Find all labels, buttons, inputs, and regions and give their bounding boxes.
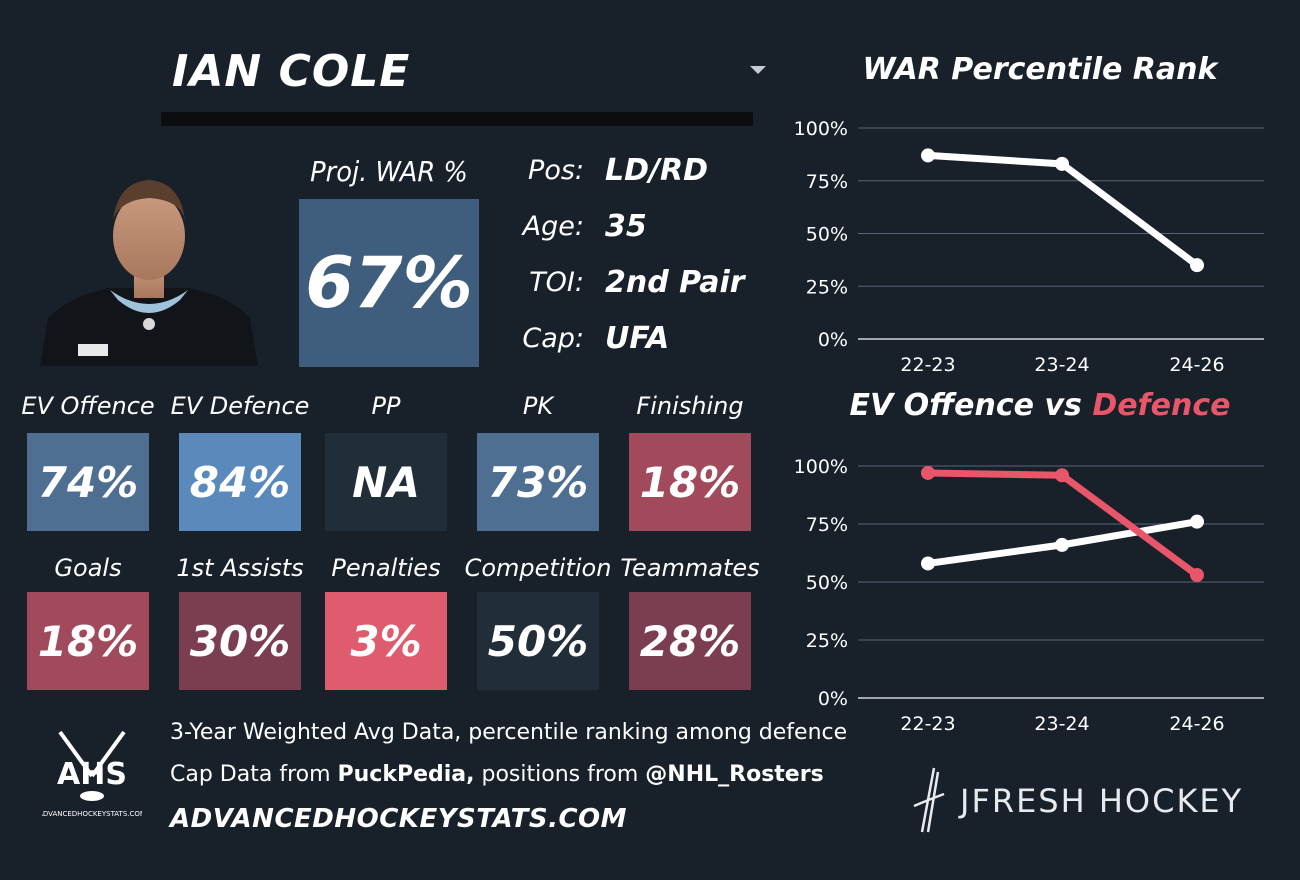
ahs-logo-subtext: ADVANCEDHOCKEYSTATS.COM — [42, 810, 142, 818]
stat-value-goals: 18% — [27, 592, 149, 690]
credits-prefix: Cap Data from — [170, 762, 338, 787]
stat-value-pp: NA — [325, 433, 447, 531]
war-chart-title: WAR Percentile Rank — [862, 52, 1218, 87]
y-tick-label: 75% — [806, 514, 848, 536]
data-point — [1190, 568, 1204, 583]
series-line-0 — [927, 151, 1200, 268]
y-tick-label: 100% — [794, 456, 848, 478]
ahs-logo-text: AHS — [57, 757, 127, 792]
data-point — [1055, 537, 1069, 552]
stat-label-1st-assists: 1st Assists — [176, 554, 304, 582]
name-underline-bar — [161, 112, 753, 126]
war-percentile-chart: 0% 25% 50% 75% 100% 22-23 23-24 24-26 — [794, 118, 1264, 376]
brand-wordmark: JFRESH HOCKEY — [960, 782, 1244, 820]
player-headshot — [40, 180, 258, 366]
y-tick-label: 25% — [806, 630, 848, 652]
data-point — [921, 556, 935, 571]
position-value: LD/RD — [605, 153, 708, 188]
site-link[interactable]: ADVANCEDHOCKEYSTATS.COM — [170, 804, 628, 834]
position-label: Pos: — [528, 155, 584, 186]
x-tick-label: 24-26 — [1169, 713, 1224, 735]
ev-chart-title: EV Offence vs Defence — [780, 388, 1300, 423]
data-point — [1190, 258, 1204, 273]
data-point — [921, 148, 935, 163]
stat-label-pk: PK — [522, 392, 554, 420]
toi-label: TOI: — [529, 267, 584, 298]
credits-handle[interactable]: @NHL_Rosters — [645, 762, 824, 787]
ev-chart-title-offence: EV Offence vs — [849, 388, 1093, 423]
y-tick-label: 100% — [794, 118, 848, 140]
data-point — [1055, 468, 1069, 483]
player-name: IAN COLE — [172, 46, 411, 97]
stat-value-penalties: 3% — [325, 592, 447, 690]
stat-value-1st-assists: 30% — [179, 592, 301, 690]
stat-label-goals: Goals — [54, 554, 122, 582]
toi-value: 2nd Pair — [605, 265, 745, 300]
credits-mid: positions from — [474, 762, 646, 787]
footer-credits: Cap Data from PuckPedia, positions from … — [170, 762, 824, 787]
age-label: Age: — [522, 211, 584, 242]
stat-value-ev-offence: 74% — [27, 433, 149, 531]
x-tick-label: 23-24 — [1034, 354, 1089, 376]
x-tick-label: 22-23 — [900, 713, 955, 735]
ahs-logo: AHS ADVANCEDHOCKEYSTATS.COM — [42, 730, 142, 818]
jfresh-stick-icon — [913, 767, 945, 833]
y-tick-label: 0% — [818, 329, 848, 351]
stat-label-pp: PP — [371, 392, 401, 420]
footer-note: 3-Year Weighted Avg Data, percentile ran… — [170, 720, 848, 745]
ev-offence-defence-chart: 0% 25% 50% 75% 100% 22-23 23-24 24-26 — [794, 456, 1264, 735]
data-point — [921, 465, 935, 480]
data-point — [1190, 514, 1204, 529]
stat-label-teammates: Teammates — [620, 554, 760, 582]
stat-value-pk: 73% — [477, 433, 599, 531]
player-dropdown-chevron-icon[interactable] — [750, 66, 766, 74]
stat-label-penalties: Penalties — [331, 554, 441, 582]
y-tick-label: 50% — [806, 572, 848, 594]
proj-war-value: 67% — [299, 199, 479, 367]
y-tick-label: 0% — [818, 688, 848, 710]
stat-label-competition: Competition — [464, 554, 612, 582]
x-tick-label: 24-26 — [1169, 354, 1224, 376]
y-tick-label: 25% — [806, 276, 848, 298]
stat-value-finishing: 18% — [629, 433, 751, 531]
stat-value-teammates: 28% — [629, 592, 751, 690]
stat-label-ev-offence: EV Offence — [21, 392, 155, 420]
ev-chart-title-defence: Defence — [1092, 388, 1231, 423]
stat-label-finishing: Finishing — [636, 392, 744, 420]
cap-label: Cap: — [522, 323, 584, 354]
stat-value-ev-defence: 84% — [179, 433, 301, 531]
stat-value-competition: 50% — [477, 592, 599, 690]
x-tick-label: 23-24 — [1034, 713, 1089, 735]
age-value: 35 — [605, 209, 647, 244]
cap-value: UFA — [605, 321, 670, 356]
x-tick-label: 22-23 — [900, 354, 955, 376]
data-point — [1055, 156, 1069, 171]
y-tick-label: 50% — [806, 224, 848, 246]
y-tick-label: 75% — [806, 171, 848, 193]
stat-label-ev-defence: EV Defence — [170, 392, 310, 420]
proj-war-label: Proj. WAR % — [310, 155, 468, 188]
credits-source[interactable]: PuckPedia, — [337, 762, 475, 787]
